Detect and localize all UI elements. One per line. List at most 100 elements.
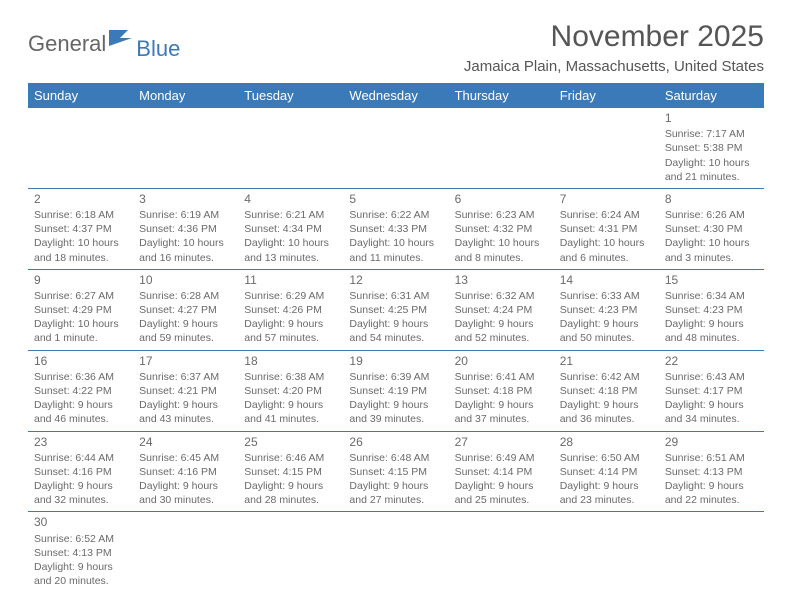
day-sunrise: Sunrise: 6:44 AM — [34, 451, 127, 465]
day-sunset: Sunset: 4:23 PM — [665, 303, 758, 317]
day-daylight2: and 54 minutes. — [349, 331, 442, 345]
calendar-day-cell: 3Sunrise: 6:19 AMSunset: 4:36 PMDaylight… — [133, 188, 238, 269]
day-number: 16 — [34, 353, 127, 369]
day-number: 18 — [244, 353, 337, 369]
day-daylight2: and 43 minutes. — [139, 412, 232, 426]
day-number: 7 — [560, 191, 653, 207]
calendar-day-cell — [343, 108, 448, 188]
calendar-day-cell: 26Sunrise: 6:48 AMSunset: 4:15 PMDayligh… — [343, 431, 448, 512]
month-year: November 2025 — [464, 20, 764, 54]
calendar-week-row: 1Sunrise: 7:17 AMSunset: 5:38 PMDaylight… — [28, 108, 764, 188]
calendar-body: 1Sunrise: 7:17 AMSunset: 5:38 PMDaylight… — [28, 108, 764, 592]
day-sunset: Sunset: 4:14 PM — [560, 465, 653, 479]
day-daylight1: Daylight: 9 hours — [244, 479, 337, 493]
day-sunrise: Sunrise: 6:26 AM — [665, 208, 758, 222]
day-sunrise: Sunrise: 6:48 AM — [349, 451, 442, 465]
day-sunrise: Sunrise: 6:27 AM — [34, 289, 127, 303]
logo-text-blue: Blue — [136, 36, 180, 62]
day-number: 3 — [139, 191, 232, 207]
day-sunset: Sunset: 4:17 PM — [665, 384, 758, 398]
day-sunset: Sunset: 4:16 PM — [139, 465, 232, 479]
calendar-week-row: 23Sunrise: 6:44 AMSunset: 4:16 PMDayligh… — [28, 431, 764, 512]
calendar-day-cell: 21Sunrise: 6:42 AMSunset: 4:18 PMDayligh… — [554, 350, 659, 431]
day-daylight2: and 32 minutes. — [34, 493, 127, 507]
day-sunrise: Sunrise: 6:43 AM — [665, 370, 758, 384]
day-daylight2: and 6 minutes. — [560, 251, 653, 265]
day-sunset: Sunset: 4:30 PM — [665, 222, 758, 236]
day-sunset: Sunset: 4:31 PM — [560, 222, 653, 236]
day-header: Wednesday — [343, 83, 448, 108]
logo: General Blue — [28, 26, 180, 62]
calendar-day-cell: 15Sunrise: 6:34 AMSunset: 4:23 PMDayligh… — [659, 269, 764, 350]
day-daylight1: Daylight: 10 hours — [455, 236, 548, 250]
day-number: 28 — [560, 434, 653, 450]
day-sunrise: Sunrise: 6:46 AM — [244, 451, 337, 465]
day-daylight2: and 3 minutes. — [665, 251, 758, 265]
calendar-day-cell: 22Sunrise: 6:43 AMSunset: 4:17 PMDayligh… — [659, 350, 764, 431]
day-daylight2: and 20 minutes. — [34, 574, 127, 588]
day-sunset: Sunset: 4:33 PM — [349, 222, 442, 236]
day-sunset: Sunset: 4:24 PM — [455, 303, 548, 317]
day-sunset: Sunset: 4:32 PM — [455, 222, 548, 236]
day-sunset: Sunset: 4:22 PM — [34, 384, 127, 398]
day-sunrise: Sunrise: 6:41 AM — [455, 370, 548, 384]
calendar-day-cell: 5Sunrise: 6:22 AMSunset: 4:33 PMDaylight… — [343, 188, 448, 269]
day-daylight2: and 48 minutes. — [665, 331, 758, 345]
title-block: November 2025 Jamaica Plain, Massachuset… — [464, 20, 764, 75]
day-sunset: Sunset: 4:23 PM — [560, 303, 653, 317]
calendar-day-cell — [554, 512, 659, 592]
day-daylight1: Daylight: 9 hours — [455, 317, 548, 331]
day-daylight1: Daylight: 9 hours — [244, 317, 337, 331]
day-sunset: Sunset: 4:18 PM — [560, 384, 653, 398]
calendar-day-cell: 12Sunrise: 6:31 AMSunset: 4:25 PMDayligh… — [343, 269, 448, 350]
day-daylight1: Daylight: 9 hours — [349, 398, 442, 412]
calendar-day-cell — [133, 512, 238, 592]
calendar-day-cell: 20Sunrise: 6:41 AMSunset: 4:18 PMDayligh… — [449, 350, 554, 431]
calendar-day-cell — [133, 108, 238, 188]
day-header: Tuesday — [238, 83, 343, 108]
day-number: 15 — [665, 272, 758, 288]
day-daylight2: and 39 minutes. — [349, 412, 442, 426]
day-sunrise: Sunrise: 6:29 AM — [244, 289, 337, 303]
day-sunrise: Sunrise: 6:49 AM — [455, 451, 548, 465]
day-daylight1: Daylight: 9 hours — [349, 317, 442, 331]
header: General Blue November 2025 Jamaica Plain… — [28, 20, 764, 75]
day-number: 5 — [349, 191, 442, 207]
calendar-day-cell — [659, 512, 764, 592]
day-daylight2: and 27 minutes. — [349, 493, 442, 507]
day-daylight2: and 11 minutes. — [349, 251, 442, 265]
calendar-day-cell: 14Sunrise: 6:33 AMSunset: 4:23 PMDayligh… — [554, 269, 659, 350]
day-number: 19 — [349, 353, 442, 369]
day-sunrise: Sunrise: 6:28 AM — [139, 289, 232, 303]
day-sunset: Sunset: 4:15 PM — [244, 465, 337, 479]
day-sunrise: Sunrise: 6:32 AM — [455, 289, 548, 303]
day-sunset: Sunset: 5:38 PM — [665, 141, 758, 155]
day-daylight2: and 57 minutes. — [244, 331, 337, 345]
day-daylight2: and 13 minutes. — [244, 251, 337, 265]
logo-text-general: General — [28, 31, 106, 57]
calendar-day-cell: 25Sunrise: 6:46 AMSunset: 4:15 PMDayligh… — [238, 431, 343, 512]
day-sunrise: Sunrise: 6:33 AM — [560, 289, 653, 303]
day-sunset: Sunset: 4:18 PM — [455, 384, 548, 398]
calendar-week-row: 30Sunrise: 6:52 AMSunset: 4:13 PMDayligh… — [28, 512, 764, 592]
day-daylight1: Daylight: 10 hours — [349, 236, 442, 250]
day-header: Friday — [554, 83, 659, 108]
calendar-day-cell — [28, 108, 133, 188]
day-daylight1: Daylight: 9 hours — [139, 398, 232, 412]
calendar-day-cell: 30Sunrise: 6:52 AMSunset: 4:13 PMDayligh… — [28, 512, 133, 592]
day-sunset: Sunset: 4:15 PM — [349, 465, 442, 479]
day-sunset: Sunset: 4:25 PM — [349, 303, 442, 317]
day-header: Sunday — [28, 83, 133, 108]
day-daylight1: Daylight: 9 hours — [455, 398, 548, 412]
day-daylight1: Daylight: 9 hours — [665, 317, 758, 331]
day-number: 10 — [139, 272, 232, 288]
day-number: 11 — [244, 272, 337, 288]
day-daylight1: Daylight: 9 hours — [665, 479, 758, 493]
day-sunrise: Sunrise: 6:50 AM — [560, 451, 653, 465]
day-sunrise: Sunrise: 6:22 AM — [349, 208, 442, 222]
day-daylight1: Daylight: 9 hours — [455, 479, 548, 493]
day-sunrise: Sunrise: 6:23 AM — [455, 208, 548, 222]
day-daylight2: and 50 minutes. — [560, 331, 653, 345]
calendar-day-cell: 4Sunrise: 6:21 AMSunset: 4:34 PMDaylight… — [238, 188, 343, 269]
day-number: 27 — [455, 434, 548, 450]
